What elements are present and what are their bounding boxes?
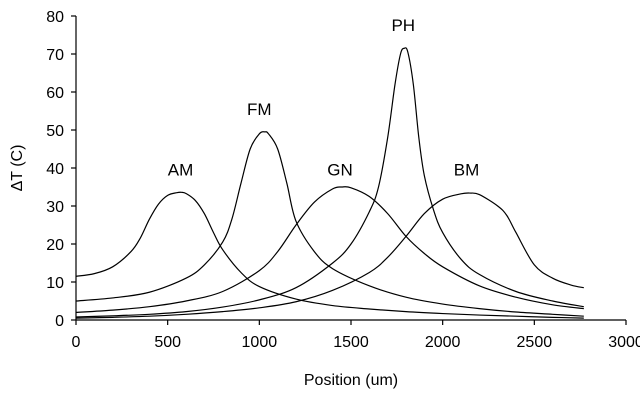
y-tick-label: 0: [55, 313, 64, 330]
curve-labels: AM FM GN PH BM: [168, 16, 480, 179]
y-tick-label: 10: [46, 275, 64, 292]
series-line-gn: [75, 186, 584, 313]
x-tick-label: 0: [72, 334, 81, 351]
y-tick-label: 40: [46, 161, 64, 178]
y-tick-label: 80: [46, 9, 64, 26]
y-tick-label: 20: [46, 237, 64, 254]
x-tick-label: 2000: [425, 334, 461, 351]
x-tick-label: 3000: [608, 334, 640, 351]
y-tick-label: 70: [46, 47, 64, 64]
x-axis-title: Position (um): [304, 372, 398, 389]
series-line-fm: [75, 131, 584, 317]
curves: [75, 47, 584, 319]
x-tick-label: 1000: [242, 334, 278, 351]
curve-label-am: AM: [168, 161, 194, 180]
curve-label-gn: GN: [327, 161, 353, 180]
curve-label-bm: BM: [454, 161, 480, 180]
curve-label-ph: PH: [391, 16, 415, 35]
x-ticks: 0 500 1000 1500 2000 2500 3000: [72, 320, 640, 351]
y-axis-title: ΔT (C): [9, 145, 26, 192]
x-tick-label: 500: [154, 334, 181, 351]
y-ticks: 0 10 20 30 40 50 60 70 80: [46, 9, 76, 330]
series-line-ph: [75, 47, 584, 318]
y-tick-label: 60: [46, 85, 64, 102]
y-tick-label: 30: [46, 199, 64, 216]
x-tick-label: 1500: [333, 334, 369, 351]
series-line-am: [75, 191, 584, 319]
series-line-bm: [75, 192, 584, 319]
curve-label-fm: FM: [247, 100, 272, 119]
x-tick-label: 2500: [517, 334, 553, 351]
y-tick-label: 50: [46, 123, 64, 140]
